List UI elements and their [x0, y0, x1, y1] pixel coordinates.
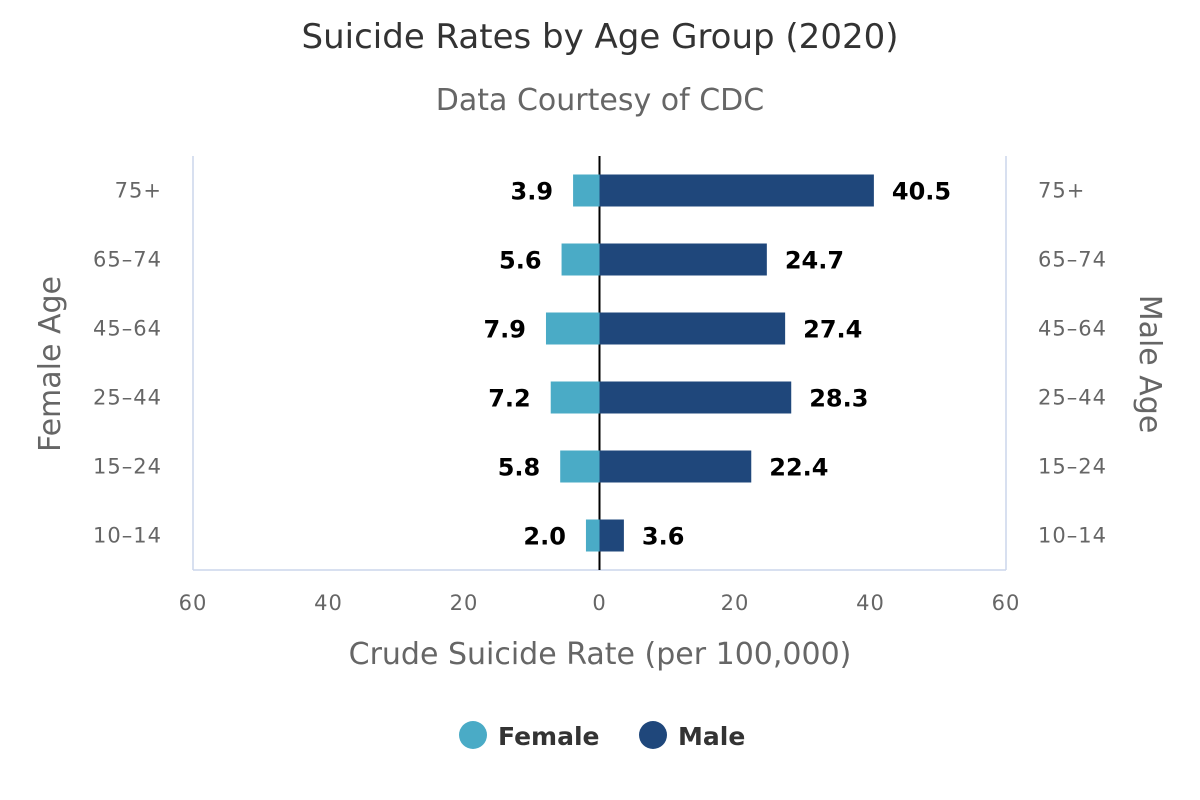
bar-male	[599, 312, 786, 345]
legend-marker-female	[459, 721, 487, 749]
x-tick-label: 20	[450, 591, 479, 615]
data-label-male: 28.3	[809, 385, 868, 413]
bar-male	[599, 519, 624, 552]
data-label-female: 7.9	[483, 316, 526, 344]
legend-marker-male	[639, 721, 667, 749]
data-label-male: 40.5	[892, 178, 951, 206]
chart-subtitle: Data Courtesy of CDC	[436, 83, 764, 118]
right-tick-label: 75+	[1038, 179, 1085, 203]
data-labels: 3.9 40.5 5.6 24.7 7.9 27.4 7.2 28.3 5.8 22.4 2.0 3.…	[483, 178, 951, 551]
chart-title: Suicide Rates by Age Group (2020)	[302, 17, 899, 57]
right-tick-label: 10–14	[1038, 524, 1107, 548]
legend-label-female: Female	[498, 722, 599, 751]
x-axis-ticks: 60 40 20 0 20 40 60	[179, 591, 1021, 615]
left-tick-label: 45–64	[93, 317, 162, 341]
right-tick-label: 45–64	[1038, 317, 1107, 341]
x-tick-label: 0	[592, 591, 606, 615]
bar-female	[545, 312, 600, 345]
right-tick-label: 25–44	[1038, 386, 1107, 410]
left-tick-label: 65–74	[93, 248, 162, 272]
bar-female	[560, 450, 600, 483]
bar-female	[561, 243, 600, 276]
right-tick-label: 65–74	[1038, 248, 1107, 272]
right-axis-title: Male Age	[1132, 295, 1167, 434]
bar-male	[599, 381, 792, 414]
bar-female	[585, 519, 600, 552]
data-label-female: 3.9	[511, 178, 554, 206]
bar-male	[599, 243, 767, 276]
x-tick-label: 40	[856, 591, 885, 615]
legend: Female Male	[459, 721, 745, 751]
data-label-male: 22.4	[769, 454, 828, 482]
left-tick-label: 10–14	[93, 524, 162, 548]
left-tick-label: 75+	[115, 179, 162, 203]
left-tick-label: 15–24	[93, 455, 162, 479]
x-tick-label: 60	[179, 591, 208, 615]
bar-female	[573, 174, 600, 207]
data-label-male: 24.7	[785, 247, 844, 275]
data-label-female: 7.2	[488, 385, 531, 413]
data-label-male: 27.4	[803, 316, 862, 344]
left-tick-label: 25–44	[93, 386, 162, 410]
data-label-male: 3.6	[642, 523, 685, 551]
bars	[545, 174, 874, 552]
right-category-ticks: 75+ 65–74 45–64 25–44 15–24 10–14	[1038, 179, 1107, 548]
left-axis-title: Female Age	[33, 276, 68, 452]
data-label-female: 2.0	[523, 523, 566, 551]
data-label-female: 5.8	[498, 454, 541, 482]
bar-male	[599, 450, 752, 483]
right-tick-label: 15–24	[1038, 455, 1107, 479]
bar-male	[599, 174, 874, 207]
bar-female	[550, 381, 600, 414]
x-tick-label: 40	[314, 591, 343, 615]
data-label-female: 5.6	[499, 247, 542, 275]
plot-frame	[192, 156, 1007, 571]
x-axis-title: Crude Suicide Rate (per 100,000)	[349, 637, 852, 672]
legend-label-male: Male	[678, 722, 745, 751]
left-category-ticks: 75+ 65–74 45–64 25–44 15–24 10–14	[93, 179, 162, 548]
x-tick-label: 60	[992, 591, 1021, 615]
x-tick-label: 20	[721, 591, 750, 615]
